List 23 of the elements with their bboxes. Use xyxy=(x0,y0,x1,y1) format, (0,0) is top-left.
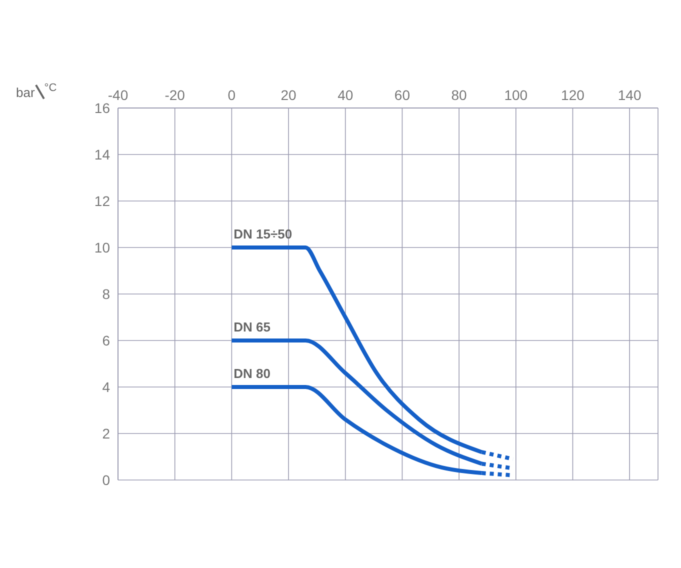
y-tick-label: 12 xyxy=(94,192,110,209)
x-tick-label: 20 xyxy=(280,87,297,103)
x-tick-label: -40 xyxy=(108,87,128,103)
x-tick-label: 0 xyxy=(228,87,236,103)
series-label: DN 80 xyxy=(234,366,271,381)
x-tick-label: 140 xyxy=(618,87,642,103)
y-axis-title: bar xyxy=(16,85,35,100)
x-tick-label: 100 xyxy=(504,87,528,103)
x-tick-label: 120 xyxy=(561,87,585,103)
x-axis-title: °C xyxy=(44,82,57,94)
y-tick-label: 14 xyxy=(94,146,110,162)
x-tick-label: 80 xyxy=(451,87,468,103)
y-tick-label: 10 xyxy=(94,239,110,256)
x-tick-label: 60 xyxy=(394,87,410,103)
y-tick-label: 4 xyxy=(102,378,110,395)
y-tick-label: 6 xyxy=(102,332,110,348)
y-tick-label: 0 xyxy=(102,472,110,488)
series-label: DN 65 xyxy=(234,320,271,334)
x-tick-label: -20 xyxy=(164,87,186,103)
y-tick-label: 16 xyxy=(94,100,110,116)
y-tick-label: 8 xyxy=(102,286,110,302)
x-tick-label: 40 xyxy=(338,87,354,103)
y-tick-label: 2 xyxy=(102,425,110,442)
